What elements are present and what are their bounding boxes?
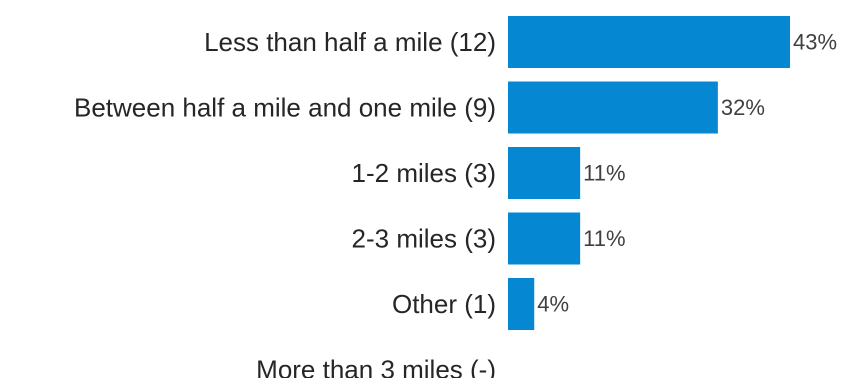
value-labels-group: 43% 32% 11% 11% 4%	[537, 30, 837, 317]
value-label: 43%	[793, 30, 837, 55]
bars-group	[508, 16, 790, 330]
bar	[508, 278, 535, 330]
category-label: 2-3 miles (3)	[352, 224, 496, 254]
value-label: 11%	[583, 161, 625, 186]
category-label: More than 3 miles (-)	[256, 355, 496, 378]
bar	[508, 16, 790, 68]
value-label: 32%	[721, 95, 765, 120]
category-label: 1-2 miles (3)	[352, 158, 496, 188]
value-label: 4%	[537, 292, 569, 317]
category-label: Less than half a mile (12)	[204, 27, 496, 57]
value-label: 11%	[583, 226, 625, 251]
bar	[508, 147, 581, 199]
category-label: Between half a mile and one mile (9)	[74, 93, 496, 123]
bar	[508, 212, 581, 265]
category-labels-group: Less than half a mile (12) Between half a…	[74, 27, 496, 378]
bar	[508, 81, 718, 134]
category-label: Other (1)	[392, 289, 496, 319]
